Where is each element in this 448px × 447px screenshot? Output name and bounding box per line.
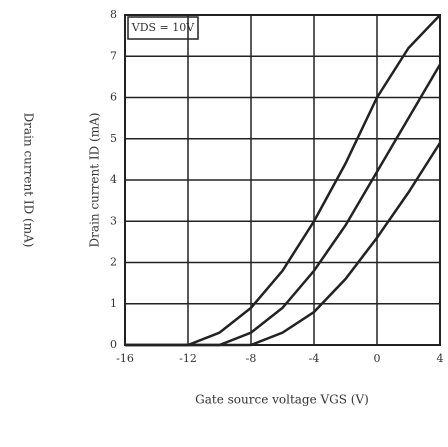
x-tick-label: -16: [116, 352, 134, 365]
x-tick-label: 4: [437, 352, 444, 365]
y-tick-label: 4: [110, 173, 117, 186]
y-axis-label: Drain current ID (mA): [88, 113, 102, 248]
y-tick-label: 8: [110, 8, 117, 21]
x-tick-label: -4: [309, 352, 320, 365]
annotation: VDS = 10V: [131, 21, 196, 34]
y-tick-label: 1: [110, 297, 117, 310]
y-tick-label: 3: [110, 214, 117, 227]
y-tick-label: 0: [110, 338, 117, 351]
y-tick-label: 5: [110, 132, 117, 145]
y-tick-label: 2: [110, 256, 117, 269]
annotation-box: [127, 16, 199, 40]
series-line: [125, 142, 442, 347]
y-tick-label: 6: [110, 91, 117, 104]
annotation: Drain current ID (mA): [22, 113, 36, 248]
x-tick-label: 0: [374, 352, 381, 365]
x-tick-label: -12: [179, 352, 197, 365]
series-line: [125, 14, 441, 347]
series-line: [125, 63, 442, 347]
y-tick-label: 7: [110, 49, 117, 62]
x-tick-label: -8: [246, 352, 257, 365]
x-axis-label: Gate source voltage VGS (V): [195, 393, 369, 407]
